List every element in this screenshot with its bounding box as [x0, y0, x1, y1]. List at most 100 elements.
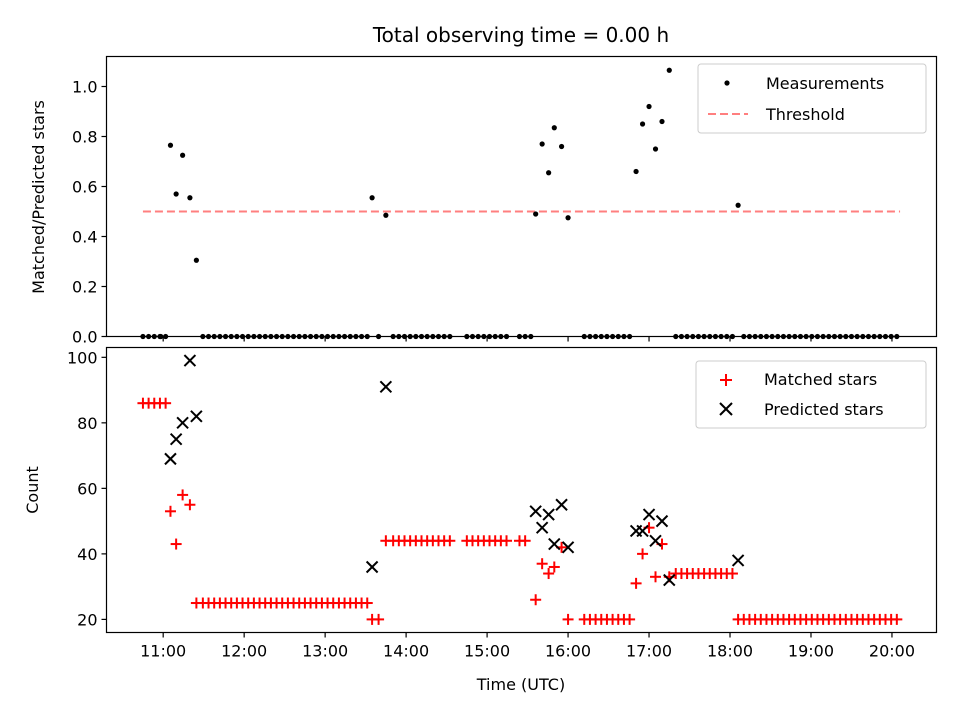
bottom-y-tick-label: 20: [77, 610, 97, 629]
measurement-point: [633, 168, 639, 175]
matched-star-point: [548, 561, 560, 573]
matched-star-point: [543, 568, 555, 580]
measurement-point: [546, 170, 552, 176]
predicted-star-point: [190, 410, 203, 423]
measurement-point: [565, 215, 571, 221]
measurement-point: [639, 121, 646, 127]
predicted-star-point: [365, 560, 379, 574]
measurement-point: [167, 142, 174, 148]
bottom-legend-predicted-label: Predicted stars: [764, 400, 884, 419]
measurement-point: [193, 257, 199, 263]
matched-star-point: [184, 499, 196, 511]
matched-star-point: [444, 535, 456, 547]
x-tick-label: 11:00: [140, 642, 186, 661]
bottom-y-tick-label: 100: [67, 348, 98, 367]
matched-star-point: [624, 613, 636, 625]
bottom-legend-predicted-marker: [719, 402, 733, 416]
predicted-star-point: [379, 380, 393, 394]
top-legend: Measurements Threshold: [697, 63, 927, 134]
predicted-star-point: [535, 521, 549, 534]
matched-star-point: [650, 571, 662, 583]
top-measurements: [158, 67, 741, 340]
matched-star-point: [164, 505, 176, 517]
predicted-star-point: [663, 573, 676, 587]
measurement-point: [659, 118, 665, 125]
x-tick-label: 16:00: [545, 642, 591, 661]
matched-star-point: [361, 597, 373, 609]
predicted-star-point: [555, 498, 568, 511]
matched-star-point: [160, 397, 172, 409]
top-y-axis-label: Matched/Predicted stars: [29, 100, 48, 294]
matched-star-point: [726, 568, 738, 580]
x-tick-label: 13:00: [302, 642, 348, 661]
measurement-point: [539, 141, 545, 147]
bottom-y-ticks: 20 40 60 80 100: [67, 348, 107, 629]
bottom-legend-box: [695, 360, 927, 429]
top-legend-threshold-label: Threshold: [765, 105, 845, 124]
x-tick-label: 17:00: [626, 642, 672, 661]
matched-star-point: [519, 535, 531, 547]
x-tick-label: 18:00: [707, 642, 753, 661]
predicted-star-point: [169, 433, 183, 446]
matched-star-point: [630, 577, 642, 589]
matched-star-point: [891, 613, 903, 625]
predicted-star-point: [561, 541, 575, 554]
top-y-ticks: 0.0 0.2 0.4 0.6 0.8 1.0: [72, 78, 107, 347]
x-tick-label: 14:00: [383, 642, 429, 661]
measurement-point: [558, 143, 565, 150]
top-x-ticks: [162, 336, 893, 342]
measurement-point: [646, 103, 652, 110]
matched-star-point: [536, 558, 548, 570]
bottom-y-tick-label: 80: [77, 414, 97, 433]
bottom-panel: 20 40 60 80 100 11:00 12:00 13:00 14:00 15:00 16:…: [23, 346, 938, 694]
top-y-tick-label: 0.2: [72, 278, 97, 297]
matched-star-point: [637, 548, 649, 560]
bottom-plot-frame: [105, 346, 938, 634]
bottom-legend-matched-label: Matched stars: [764, 370, 877, 389]
bottom-x-ticks: 11:00 12:00 13:00 14:00 15:00 16:00 17:00 18:00…: [140, 632, 915, 661]
predicted-star-point: [636, 524, 649, 538]
measurement-point: [187, 195, 193, 201]
bottom-matched-stars: [137, 397, 903, 625]
measurement-point: [551, 125, 557, 131]
predicted-star-point: [548, 537, 561, 551]
measurement-point: [666, 67, 672, 73]
predicted-star-point: [655, 514, 669, 528]
top-legend-box: [697, 63, 927, 134]
top-y-tick-label: 0.0: [72, 328, 97, 347]
x-tick-label: 12:00: [221, 642, 267, 661]
measurement-point: [173, 191, 179, 197]
matched-star-point: [373, 613, 385, 625]
matched-star-point: [177, 489, 189, 501]
predicted-star-point: [529, 505, 542, 518]
predicted-star-point: [176, 416, 189, 430]
measurement-point: [533, 211, 539, 217]
matched-star-point: [562, 613, 574, 625]
measurement-point: [369, 195, 375, 201]
matched-star-point: [530, 594, 542, 606]
measurement-point: [652, 146, 659, 152]
top-legend-measurements-label: Measurements: [766, 74, 884, 93]
predicted-star-point: [183, 354, 197, 367]
measurement-point: [383, 212, 389, 218]
bottom-predicted-stars: [164, 354, 745, 587]
predicted-star-point: [542, 508, 555, 521]
x-tick-label: 20:00: [869, 642, 915, 661]
matched-star-point: [170, 538, 182, 550]
bottom-legend: Matched stars Predicted stars: [695, 360, 927, 429]
bottom-legend-matched-marker: [720, 374, 732, 386]
x-axis-label: Time (UTC): [476, 675, 565, 694]
x-tick-label: 19:00: [788, 642, 834, 661]
predicted-star-point: [164, 452, 177, 466]
measurement-point: [180, 152, 186, 158]
x-tick-label: 15:00: [464, 642, 510, 661]
top-y-tick-label: 0.6: [72, 178, 97, 197]
predicted-star-point: [649, 534, 662, 547]
bottom-y-tick-label: 60: [77, 479, 97, 498]
top-y-tick-label: 1.0: [72, 78, 97, 97]
chart-title: Total observing time = 0.00 h: [372, 23, 669, 47]
predicted-star-point: [642, 508, 656, 521]
top-panel: 0.0 0.2 0.4 0.6 0.8 1.0 Matched/Predicted sta…: [29, 55, 938, 347]
measurement-point: [735, 202, 741, 208]
